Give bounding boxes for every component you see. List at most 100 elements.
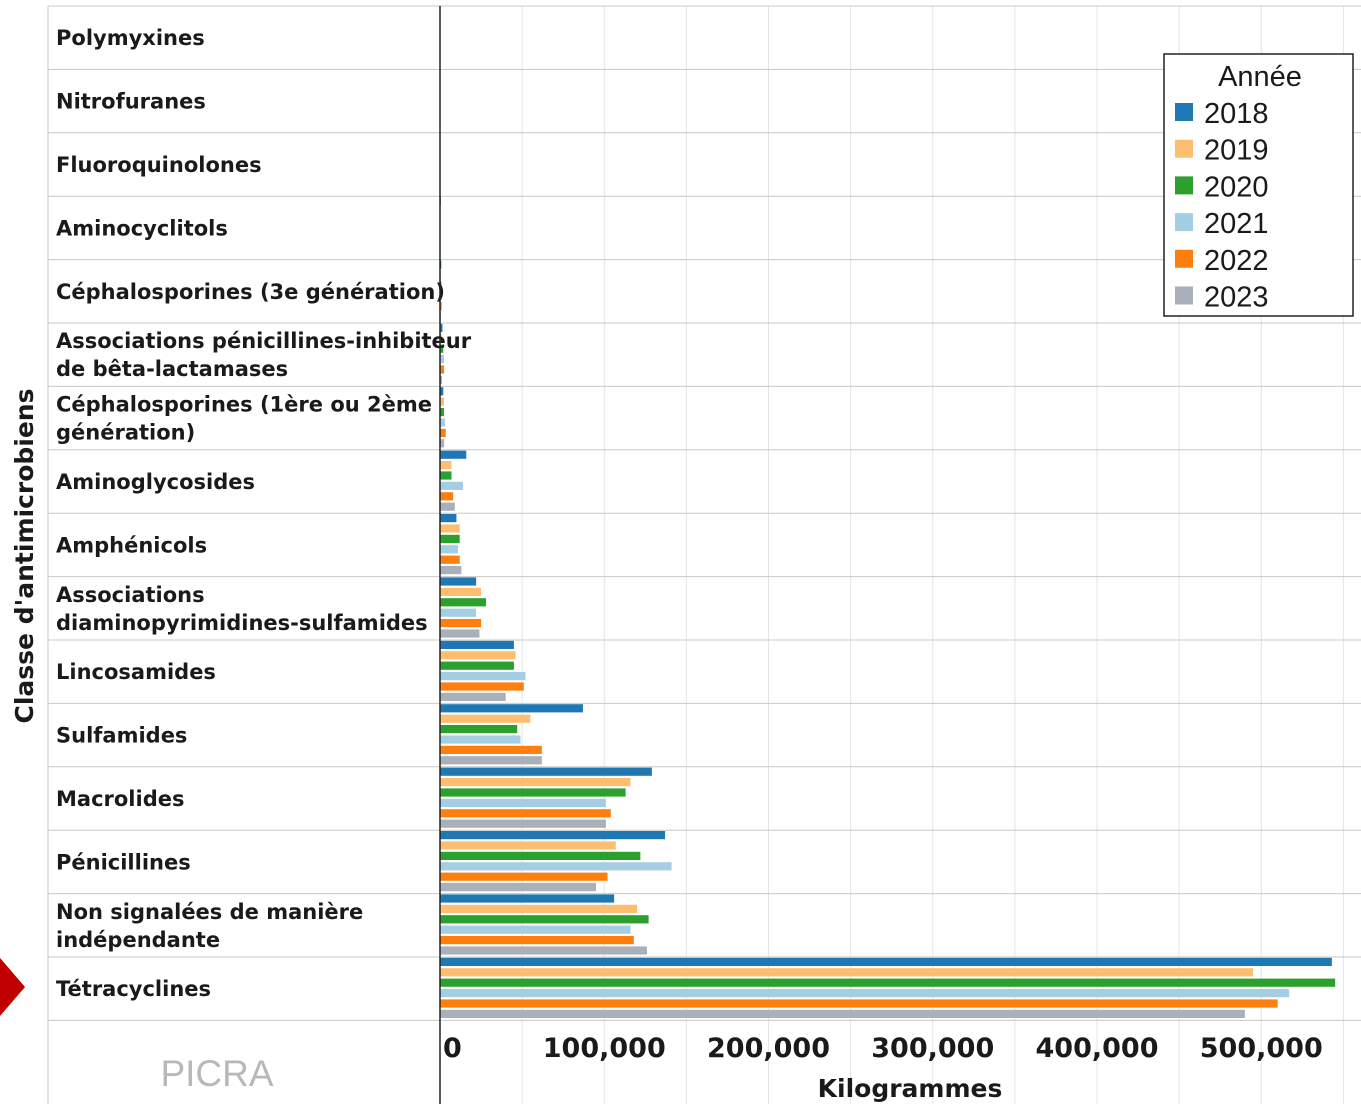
category-label: Sulfamides: [56, 724, 187, 748]
category-label: Macrolides: [56, 787, 184, 811]
y-axis-title: Classe d'antimicrobiens: [10, 389, 39, 724]
bar-2023: [440, 375, 442, 384]
bar-2023: [440, 502, 455, 511]
legend-label: 2020: [1204, 171, 1269, 203]
bar-2018: [440, 577, 477, 586]
category-label: Tétracyclines: [56, 977, 211, 1001]
category-label: Céphalosporines (3e génération): [56, 280, 445, 304]
bar-2023: [440, 692, 506, 701]
bar-2020: [440, 788, 626, 797]
bar-2020: [440, 598, 486, 607]
bar-2023: [440, 439, 445, 448]
bar-2019: [440, 397, 445, 406]
bar-2021: [440, 355, 445, 364]
x-tick-label: 400,000: [1036, 1033, 1159, 1064]
bar-2022: [440, 936, 634, 945]
bar-2019: [440, 714, 531, 723]
bar-2021: [440, 481, 463, 490]
category-label: Aminocyclitols: [56, 216, 228, 240]
category-label: Associations pénicillines-inhibiteur: [56, 329, 472, 353]
legend-label: 2021: [1204, 208, 1269, 240]
category-label: Amphénicols: [56, 533, 207, 557]
x-tick-label: 100,000: [543, 1033, 666, 1064]
bar-2023: [440, 946, 647, 955]
category-label: Lincosamides: [56, 660, 216, 684]
bar-2019: [440, 904, 638, 913]
x-tick-label: 300,000: [871, 1033, 994, 1064]
bar-2022: [440, 619, 482, 628]
category-label: Pénicillines: [56, 850, 191, 874]
legend-label: 2023: [1204, 282, 1269, 314]
legend-swatch: [1175, 103, 1193, 121]
category-label: Céphalosporines (1ère ou 2ème: [56, 393, 432, 417]
legend-label: 2019: [1204, 135, 1269, 167]
category-separators: [47, 5, 1361, 1104]
bar-2023: [440, 819, 606, 828]
bar-2020: [440, 534, 460, 543]
x-axis-title: Kilogrammes: [818, 1074, 1003, 1103]
bar-2018: [440, 767, 652, 776]
x-tick-label: 200,000: [707, 1033, 830, 1064]
bar-2020: [440, 915, 649, 924]
bar-2023: [440, 756, 542, 765]
bar-2020: [440, 471, 452, 480]
legend-swatch: [1175, 249, 1193, 268]
legend-box: [1163, 53, 1354, 317]
legend-label: 2018: [1204, 98, 1269, 130]
legend-swatch: [1175, 286, 1193, 305]
bar-2019: [440, 968, 1254, 977]
legend-swatch: [1175, 139, 1193, 158]
bar-2021: [440, 735, 521, 744]
x-tick-labels: 0 100,000 200,000 300,000 400,000 500,000: [443, 1033, 1323, 1064]
bar-2018: [440, 957, 1332, 966]
legend-swatch: [1175, 213, 1193, 232]
bars: [440, 197, 1336, 1018]
bar-2023: [440, 629, 480, 638]
category-labels: Polymyxines Nitrofuranes Fluoroquinolones A…: [56, 26, 472, 1001]
category-label: Non signalées de manière: [56, 900, 363, 924]
bar-2019: [440, 587, 482, 596]
bar-2019: [440, 334, 442, 343]
x-tick-label: 500,000: [1200, 1033, 1323, 1064]
bar-2020: [440, 725, 518, 734]
category-label: Polymyxines: [56, 26, 205, 50]
bar-2021: [440, 418, 445, 427]
bar-2019: [440, 841, 616, 850]
bar-2023: [440, 1009, 1245, 1018]
bar-2021: [440, 989, 1290, 998]
legend-title: Année: [1218, 61, 1302, 93]
category-label: de bêta-lactamases: [56, 357, 288, 381]
bar-2019: [440, 778, 631, 787]
bar-2018: [440, 514, 457, 523]
legend-items: 2018 2019 2020 2021 2022 2023: [1175, 98, 1269, 314]
legend-label: 2022: [1204, 245, 1269, 277]
category-label: diaminopyrimidines-sulfamides: [56, 611, 428, 635]
category-label: Nitrofuranes: [56, 90, 206, 114]
bar-2022: [440, 302, 442, 311]
bar-2022: [440, 428, 446, 437]
bar-2021: [440, 925, 631, 934]
bar-2022: [440, 745, 542, 754]
bar-2022: [440, 872, 608, 881]
bar-2022: [440, 365, 445, 374]
legend: Année 2018 2019 2020 2021 2022 2023: [1163, 53, 1354, 317]
bar-2018: [440, 387, 444, 396]
bar-2022: [440, 809, 611, 818]
category-label: Aminoglycosides: [56, 470, 255, 494]
bar-2021: [440, 672, 526, 681]
bar-2020: [440, 344, 444, 353]
category-label: Fluoroquinolones: [56, 153, 262, 177]
bar-2018: [440, 323, 443, 332]
bar-2020: [440, 661, 514, 670]
bar-2018: [440, 704, 583, 713]
bar-2022: [440, 555, 460, 564]
bar-2018: [440, 640, 514, 649]
bar-2020: [440, 408, 445, 417]
bar-2023: [440, 883, 597, 892]
bar-2020: [440, 851, 641, 860]
category-label: Associations: [56, 583, 205, 607]
bar-2022: [440, 492, 454, 501]
bar-2023: [440, 566, 462, 575]
